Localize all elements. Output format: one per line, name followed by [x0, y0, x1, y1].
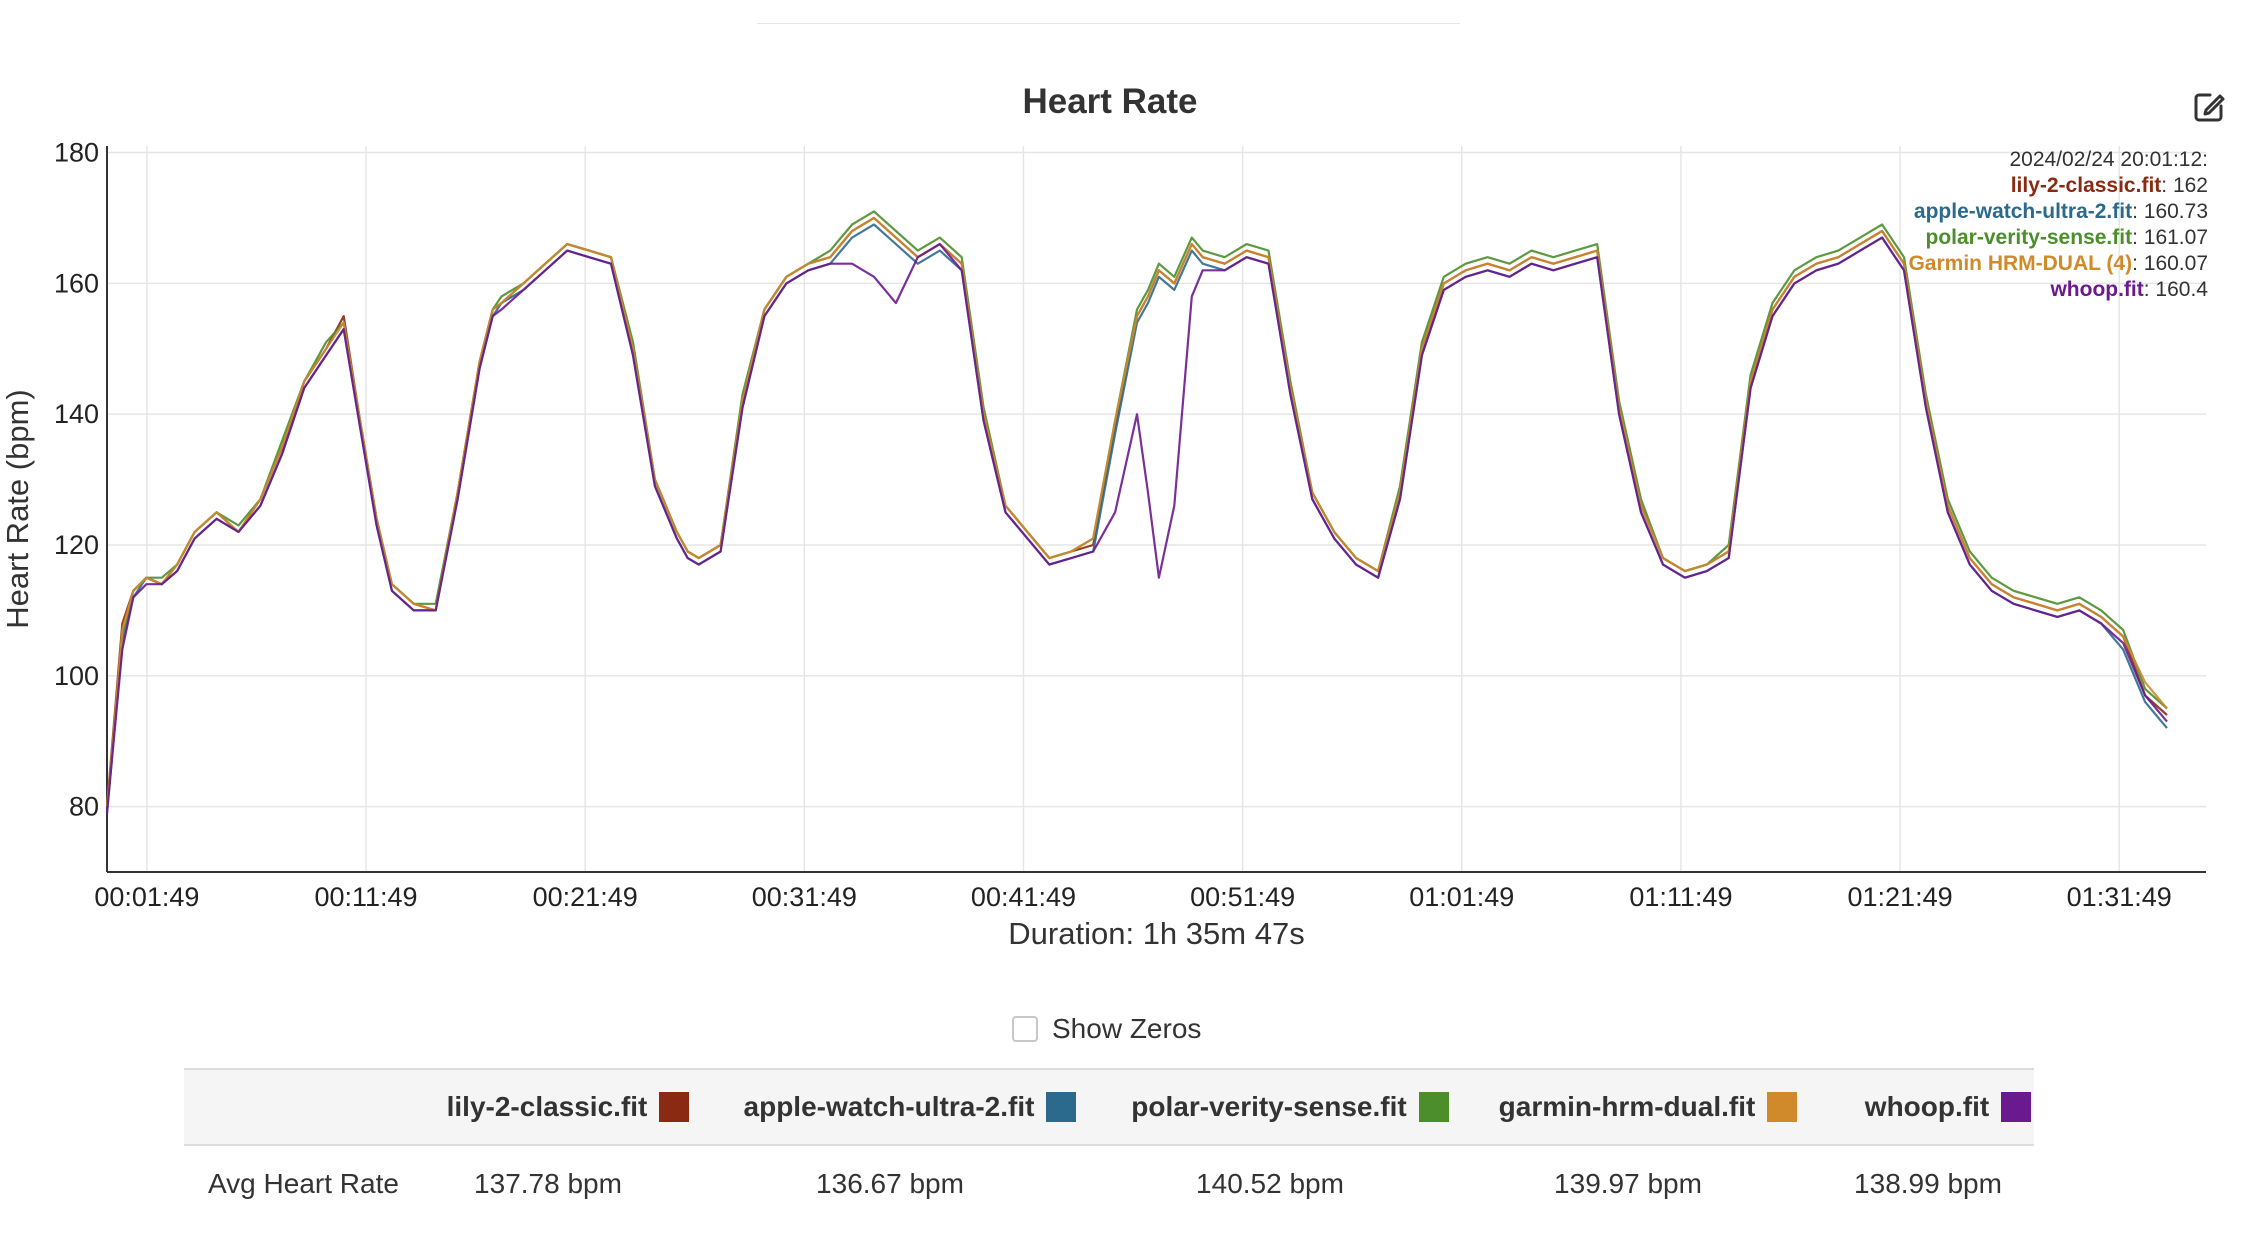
- stats-col-header-apple-watch-ultra-2-fit: apple-watch-ultra-2.fit: [740, 1070, 1080, 1144]
- series-line-whoop-fit: [105, 236, 2168, 814]
- color-swatch: [1046, 1092, 1077, 1122]
- heart-rate-chart[interactable]: 80 100 120 140 160 180 00:01:49 00:11:49 00:21:4…: [0, 130, 2242, 970]
- chart-title: Heart Rate: [1022, 82, 1198, 121]
- color-swatch: [659, 1092, 690, 1122]
- grid: [107, 146, 2206, 872]
- x-tick-label: 00:41:49: [971, 882, 1076, 912]
- y-tick-label: 180: [54, 138, 99, 168]
- stats-col-label: polar-verity-sense.fit: [1131, 1091, 1407, 1122]
- series-line-garmin-hrm-dual-fit: [105, 216, 2168, 807]
- tooltip-entry: polar-verity-sense.fit: 161.07: [1926, 226, 2208, 249]
- show-zeros-toggle[interactable]: Show Zeros: [1012, 1012, 1201, 1046]
- x-tick-label: 00:31:49: [752, 882, 857, 912]
- stats-value-whoop-fit: 138.99 bpm: [1854, 1168, 2002, 1199]
- stats-col-label: lily-2-classic.fit: [446, 1091, 648, 1122]
- tooltip-entry: Garmin HRM-DUAL (4): 160.07: [1908, 252, 2208, 275]
- stats-value-apple-watch-ultra-2-fit: 136.67 bpm: [816, 1168, 964, 1199]
- x-tick-label: 00:51:49: [1190, 882, 1295, 912]
- stats-value-polar-verity-sense-fit: 140.52 bpm: [1196, 1168, 1344, 1199]
- stats-col-header-garmin-hrm-dual-fit: garmin-hrm-dual.fit: [1478, 1070, 1818, 1144]
- color-swatch: [2001, 1092, 2032, 1122]
- stats-col-label: apple-watch-ultra-2.fit: [743, 1091, 1035, 1122]
- y-tick-label: 140: [54, 399, 99, 429]
- stats-col-header-lily-2-classic-fit: lily-2-classic.fit: [403, 1070, 733, 1144]
- stats-col-label: garmin-hrm-dual.fit: [1498, 1091, 1756, 1122]
- x-tick-label: 01:01:49: [1409, 882, 1514, 912]
- stats-col-header-whoop-fit: whoop.fit: [1828, 1070, 2068, 1144]
- y-axis-title: Heart Rate (bpm): [0, 389, 35, 628]
- x-axis-title: Duration: 1h 35m 47s: [1008, 916, 1304, 951]
- show-zeros-label: Show Zeros: [1052, 1013, 1202, 1044]
- row-label-avg-heart-rate: Avg Heart Rate: [208, 1168, 399, 1199]
- series-line-lily-2-classic-fit: [105, 216, 2168, 807]
- color-swatch: [1767, 1092, 1798, 1122]
- series-lines: [105, 210, 2168, 814]
- stats-table: lily-2-classic.fit apple-watch-ultra-2.fi…: [184, 1068, 2034, 1222]
- stats-header-row: lily-2-classic.fit apple-watch-ultra-2.fi…: [184, 1068, 2034, 1146]
- stats-value-garmin-hrm-dual-fit: 139.97 bpm: [1554, 1168, 1702, 1199]
- axes: 80 100 120 140 160 180 00:01:49 00:11:49 00:21:4…: [0, 138, 2206, 951]
- y-tick-label: 120: [54, 530, 99, 560]
- show-zeros-checkbox[interactable]: [1012, 1016, 1038, 1042]
- x-tick-label: 01:11:49: [1629, 882, 1732, 912]
- x-tick-label: 00:21:49: [533, 882, 638, 912]
- y-tick-label: 100: [54, 661, 99, 691]
- tooltip-entry: whoop.fit: 160.4: [2049, 278, 2208, 301]
- tooltip: 2024/02/24 20:01:12: lily-2-classic.fit: …: [1908, 148, 2208, 301]
- y-tick-label: 80: [69, 792, 99, 822]
- color-swatch: [1418, 1092, 1449, 1122]
- tooltip-header: 2024/02/24 20:01:12:: [2009, 148, 2208, 171]
- tooltip-entry: lily-2-classic.fit: 162: [2011, 174, 2208, 197]
- edit-pencil-icon[interactable]: [2192, 90, 2226, 124]
- y-tick-label: 160: [54, 268, 99, 298]
- stats-col-header-polar-verity-sense-fit: polar-verity-sense.fit: [1110, 1070, 1470, 1144]
- stats-value-lily-2-classic-fit: 137.78 bpm: [474, 1168, 622, 1199]
- series-line-polar-verity-sense-fit: [105, 210, 2168, 807]
- stats-col-label: whoop.fit: [1864, 1091, 1990, 1122]
- x-tick-label: 01:21:49: [1848, 882, 1953, 912]
- x-tick-label: 00:11:49: [314, 882, 417, 912]
- tooltip-entry: apple-watch-ultra-2.fit: 160.73: [1914, 200, 2208, 223]
- x-tick-label: 00:01:49: [94, 882, 199, 912]
- top-divider: [757, 23, 1460, 24]
- x-tick-label: 01:31:49: [2067, 882, 2172, 912]
- stats-avg-row: Avg Heart Rate 137.78 bpm 136.67 bpm 140.5…: [184, 1146, 2034, 1222]
